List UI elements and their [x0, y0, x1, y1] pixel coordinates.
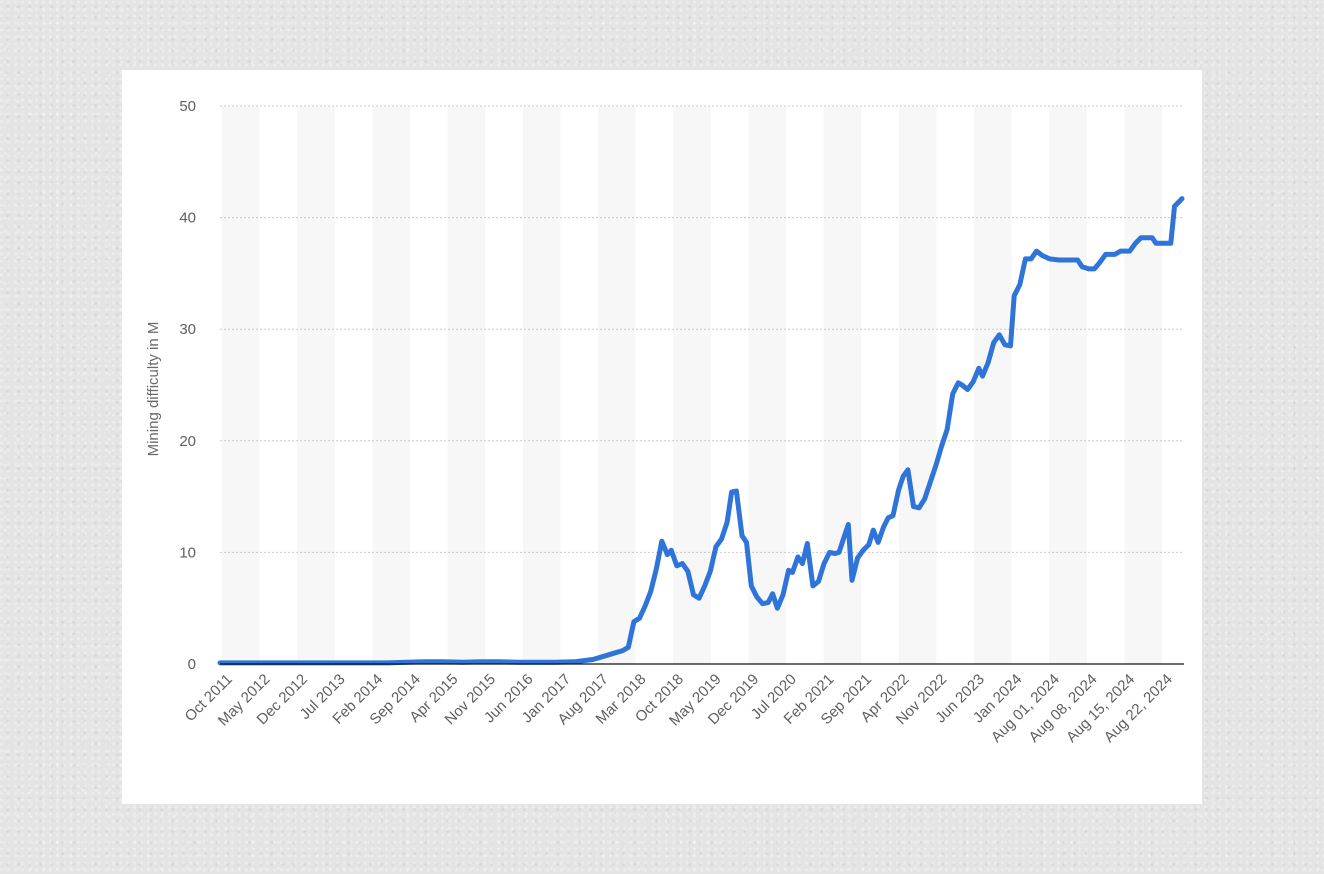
y-tick-label: 10	[179, 544, 196, 561]
background-band	[823, 106, 862, 664]
y-axis-ticks: 0 10 20 30 40 50	[179, 98, 196, 673]
series-line	[217, 196, 1185, 666]
background-band	[598, 106, 636, 664]
background-band	[1124, 106, 1162, 664]
background-band	[974, 106, 1012, 664]
y-axis-label: Mining difficulty in M	[145, 322, 162, 457]
gridlines	[220, 105, 1184, 553]
y-tick-label: 0	[188, 656, 196, 673]
background-bands	[222, 106, 1162, 664]
series-layer	[217, 196, 1185, 666]
background-band	[1049, 106, 1087, 664]
background-band	[372, 106, 410, 664]
y-tick-label: 40	[179, 210, 196, 227]
y-tick-label: 50	[179, 98, 196, 115]
chart-card: 0 10 20 30 40 50 Oct 2011 May 2012 Dec 2012 Jul …	[122, 70, 1202, 804]
background-band	[447, 106, 486, 664]
background-band	[522, 106, 561, 664]
y-tick-label: 30	[179, 321, 196, 338]
background-band	[748, 106, 786, 664]
background-band	[673, 106, 711, 664]
background-band	[297, 106, 335, 664]
background-band	[898, 106, 937, 664]
background-band	[222, 106, 260, 664]
y-tick-label: 20	[179, 433, 196, 450]
